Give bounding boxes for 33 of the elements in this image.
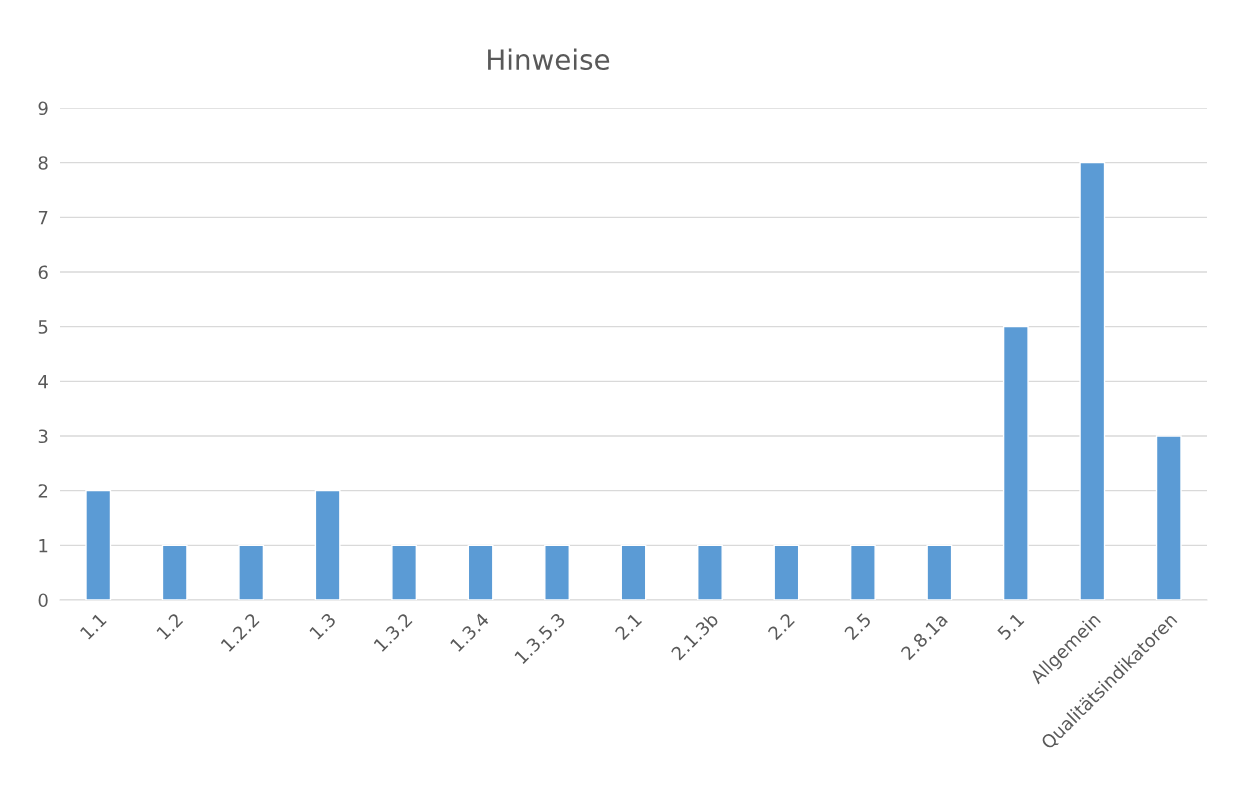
bar xyxy=(1079,161,1106,600)
y-tick-label: 5 xyxy=(38,320,48,334)
bar xyxy=(773,544,800,600)
bar xyxy=(620,544,647,600)
y-tick-label: 8 xyxy=(38,156,48,170)
bar xyxy=(161,544,188,600)
x-tick-label: 2.2 xyxy=(767,612,795,641)
y-tick-label: 0 xyxy=(38,593,48,608)
bar xyxy=(467,544,494,600)
x-tick-label: 1.3 xyxy=(308,612,337,640)
bar xyxy=(391,544,418,600)
y-tick-label: 3 xyxy=(38,429,48,444)
bar xyxy=(926,544,953,600)
x-tick-label: 5.1 xyxy=(996,612,1025,641)
bar xyxy=(1155,435,1182,600)
x-tick-label: 2.5 xyxy=(843,612,872,641)
bar xyxy=(85,489,112,600)
bar xyxy=(697,544,723,600)
y-tick-label: 2 xyxy=(38,484,48,498)
x-tick-label: 1.1 xyxy=(79,612,107,640)
y-tick-label: 9 xyxy=(38,101,48,116)
y-tick-label: 7 xyxy=(38,211,48,225)
y-tick-label: 6 xyxy=(38,265,48,280)
x-tick-label: 1.2 xyxy=(156,612,184,640)
bar xyxy=(849,544,876,600)
x-tick-label: 2.1 xyxy=(614,612,643,641)
y-tick-label: 4 xyxy=(38,375,48,389)
bar xyxy=(238,544,265,600)
bar xyxy=(314,489,341,600)
y-tick-label: 1 xyxy=(39,539,48,553)
chart-title: Hinweise xyxy=(488,48,610,71)
bar xyxy=(1002,325,1029,600)
bar xyxy=(544,544,570,600)
